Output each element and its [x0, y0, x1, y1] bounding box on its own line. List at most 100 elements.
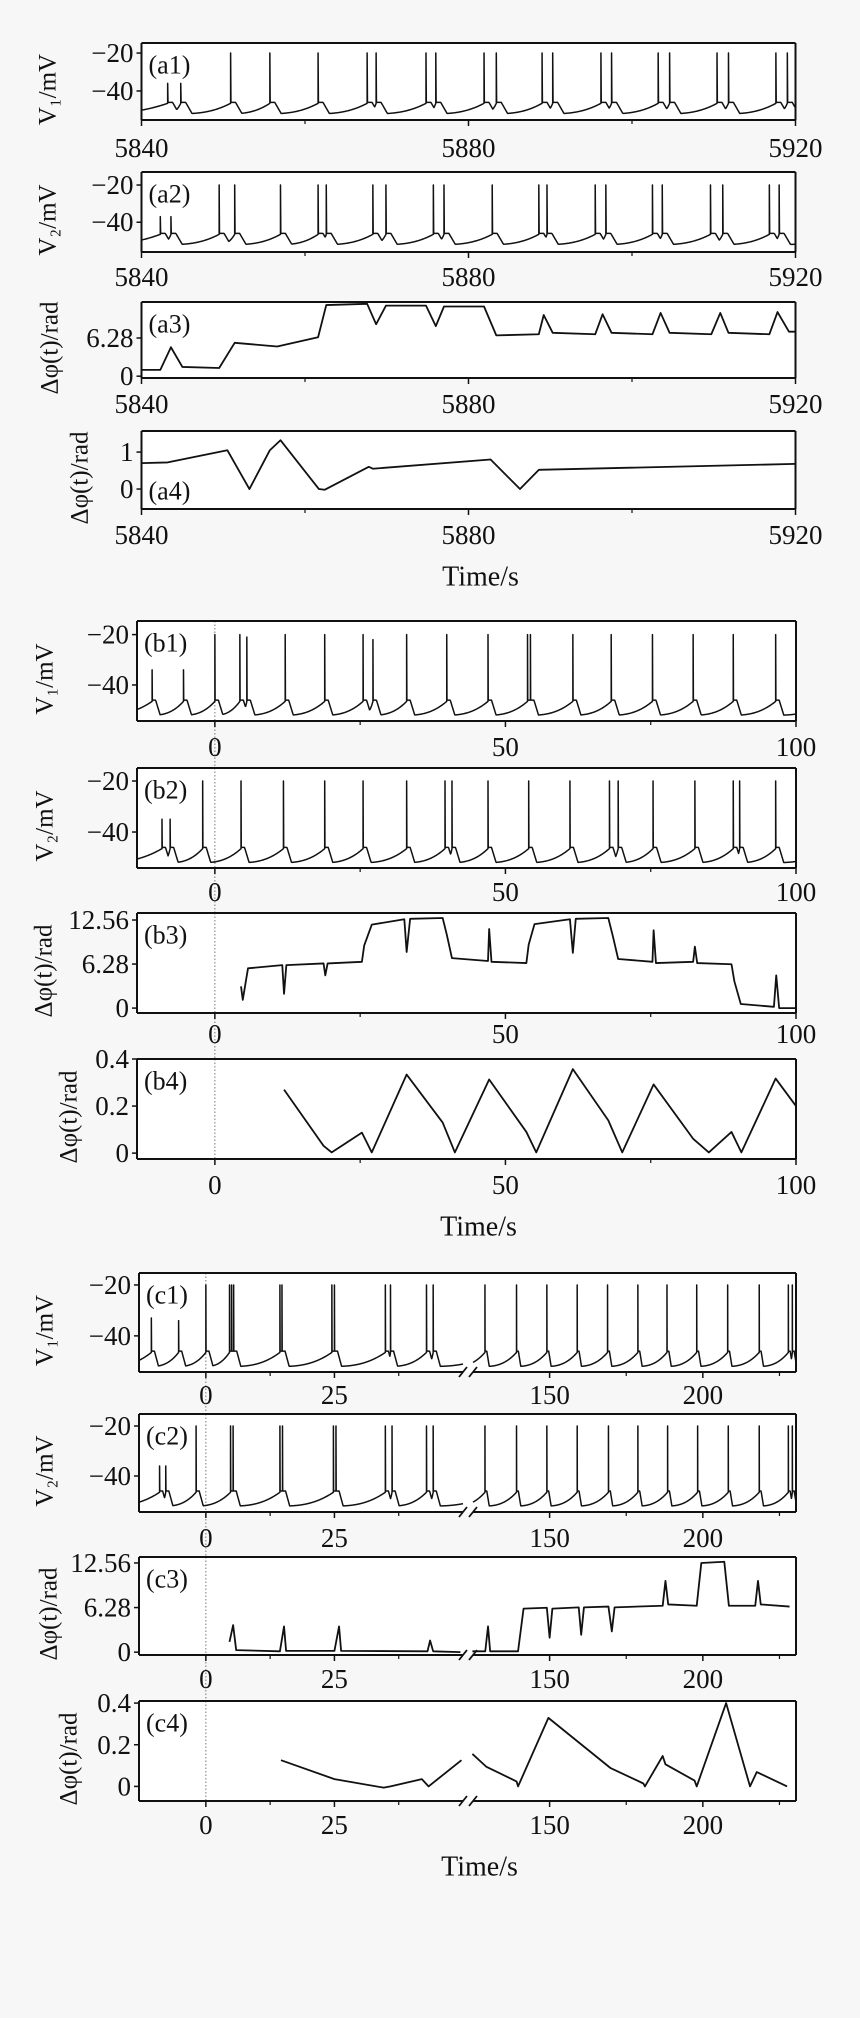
panel-b4: 0 50 100 0 0.2 0.4 Δφ(t)/rad (b4) Time/s [56, 1044, 817, 1243]
plot-area [141, 43, 796, 120]
y-tick-label: 0 [120, 474, 134, 504]
plot-area [137, 768, 796, 868]
x-tick-label: 50 [492, 1170, 519, 1200]
plot-area [141, 431, 796, 509]
x-tick-label: 150 [529, 1523, 570, 1553]
panel-label: (c1) [146, 1281, 188, 1310]
trace-line-segment-1 [471, 1702, 788, 1788]
axis-break-mark [458, 1649, 468, 1661]
x-tick-label: 0 [208, 1019, 222, 1049]
trace-line-segment-1 [472, 1425, 796, 1507]
panel-label: (b3) [144, 921, 187, 950]
y-axis-label: V₁/mV [32, 1295, 59, 1366]
x-tick-label: 200 [683, 1523, 724, 1553]
y-tick-label: 12.56 [70, 1548, 131, 1578]
x-tick-label: 50 [492, 1019, 519, 1049]
x-tick-label: 0 [199, 1664, 213, 1694]
x-tick-label: 25 [321, 1810, 348, 1840]
plot-area [141, 302, 796, 378]
y-axis-label: Δφ(t)/rad [56, 1712, 83, 1805]
trace-line-segment-0 [141, 184, 796, 246]
x-tick-label: 0 [199, 1810, 213, 1840]
panel-label: (a3) [149, 310, 191, 339]
trace-line-segment-0 [240, 917, 796, 1009]
x-tick-label: 5880 [442, 262, 496, 292]
y-tick-label: 0.2 [95, 1091, 129, 1121]
x-tick-label: 150 [529, 1380, 570, 1410]
y-tick-label: 0 [120, 361, 134, 391]
plot-area [139, 1414, 796, 1512]
y-tick-label: 0 [118, 1637, 132, 1667]
x-tick-label: 100 [776, 1019, 817, 1049]
x-tick-label: 5920 [769, 389, 823, 419]
y-tick-label: −40 [91, 76, 133, 106]
panel-label: (a4) [149, 477, 191, 506]
y-tick-label: −40 [87, 817, 129, 847]
panel-c1: 0 25 150 200 −20 −40 V₁/mV (c1) [32, 1270, 797, 1414]
y-tick-label: 0 [118, 1771, 132, 1801]
x-tick-label: 5840 [115, 389, 169, 419]
panel-b1: 0 50 100 −20 −40 V₁/mV (b1) [32, 620, 816, 768]
panel-label: (b4) [144, 1067, 187, 1096]
panel-label: (c4) [146, 1709, 188, 1738]
y-axis-label: Δφ(t)/rad [37, 301, 64, 394]
plot-area [139, 1701, 796, 1801]
plot-area [137, 1059, 796, 1159]
trace-line-segment-0 [139, 1425, 464, 1507]
x-tick-label: 150 [529, 1664, 570, 1694]
x-tick-label: 5880 [442, 133, 496, 163]
x-tick-label: 0 [199, 1380, 213, 1410]
y-tick-label: −20 [87, 766, 129, 796]
y-tick-label: 0.2 [97, 1730, 131, 1760]
y-tick-label: 0.4 [97, 1688, 131, 1718]
x-tick-label: 200 [683, 1810, 724, 1840]
y-axis-label: Δφ(t)/rad [36, 1567, 63, 1660]
panel-a2: 5840 5880 5920 −20 −40 V₂/mV (a2) [35, 170, 823, 292]
x-tick-label: 5840 [115, 262, 169, 292]
x-tick-label: 200 [683, 1664, 724, 1694]
plot-area [139, 1273, 796, 1372]
y-tick-label: −20 [91, 170, 133, 200]
x-tick-label: 100 [776, 877, 817, 907]
y-tick-label: −20 [91, 38, 133, 68]
x-tick-label: 50 [492, 877, 519, 907]
panel-label: (a2) [149, 180, 191, 209]
y-axis-label: Δφ(t)/rad [67, 431, 94, 524]
y-axis-label: V₁/mV [35, 54, 62, 125]
y-axis-label: Δφ(t)/rad [31, 924, 58, 1017]
y-tick-label: 0 [116, 1138, 130, 1168]
axis-break-mark [458, 1506, 468, 1518]
trace-line-segment-0 [141, 52, 796, 115]
trace-line-segment-0 [137, 780, 796, 864]
y-axis-label: V₂/mV [32, 790, 59, 861]
y-tick-label: −40 [89, 1321, 131, 1351]
trace-line-segment-0 [139, 1284, 464, 1368]
trace-line-segment-0 [283, 1068, 796, 1154]
x-tick-label: 5840 [115, 520, 169, 550]
x-tick-label: 0 [208, 732, 222, 762]
plot-area [137, 913, 796, 1013]
panel-label: (c3) [146, 1565, 188, 1594]
panel-a1: 5840 5880 5920 −20 −40 V₁/mV (a1) [35, 38, 823, 163]
panel-c3: 0 25 150 200 0 6.28 12.56 Δφ(t)/rad (c3) [36, 1548, 797, 1701]
x-tick-label: 150 [529, 1810, 570, 1840]
x-tick-label: 100 [776, 1170, 817, 1200]
panel-label: (b1) [144, 629, 187, 658]
y-tick-label: −20 [87, 620, 129, 650]
x-tick-label: 5840 [115, 133, 169, 163]
y-tick-label: −40 [91, 207, 133, 237]
panel-a4: 5840 5880 5920 0 1 Δφ(t)/rad (a4) Time/s [67, 430, 823, 593]
x-tick-label: 0 [208, 1170, 222, 1200]
x-tick-label: 25 [321, 1380, 348, 1410]
y-tick-label: 12.56 [68, 905, 129, 935]
trace-line-segment-0 [141, 439, 796, 491]
plot-area [141, 172, 796, 252]
panel-label: (b2) [144, 776, 187, 805]
x-tick-label: 5920 [769, 262, 823, 292]
x-tick-label: 25 [321, 1664, 348, 1694]
y-tick-label: 6.28 [82, 949, 129, 979]
y-tick-label: 6.28 [86, 323, 133, 353]
panel-label: (c2) [146, 1422, 188, 1451]
y-tick-label: −20 [89, 1411, 131, 1441]
